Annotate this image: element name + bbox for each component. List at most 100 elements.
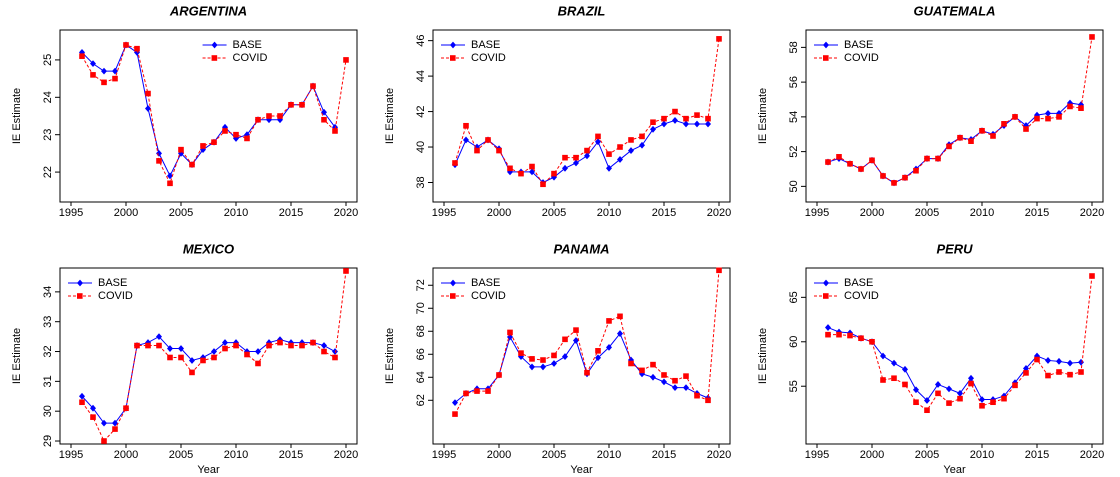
marker (825, 324, 831, 331)
marker (562, 164, 568, 172)
marker (562, 154, 568, 161)
marker (891, 375, 897, 382)
marker (222, 128, 228, 134)
x-tick-label: 1995 (59, 207, 83, 219)
marker (595, 133, 601, 140)
marker (935, 381, 941, 388)
marker (825, 331, 831, 338)
x-axis-label: Year (943, 464, 966, 476)
y-tick-label: 23 (42, 129, 54, 141)
marker (145, 90, 151, 97)
marker (672, 108, 678, 115)
marker (836, 154, 842, 160)
x-tick-label: 2015 (1025, 207, 1049, 219)
marker (496, 147, 502, 154)
marker (156, 333, 162, 341)
x-axis-label: Year (570, 464, 593, 476)
marker (112, 75, 118, 82)
marker (244, 131, 250, 139)
x-tick-label: 2005 (915, 207, 939, 219)
legend-label: COVID (844, 52, 879, 64)
legend-label: BASE (233, 39, 262, 51)
x-tick-label: 2015 (1025, 449, 1049, 461)
marker (507, 329, 513, 336)
marker (836, 331, 842, 338)
marker (968, 374, 974, 382)
marker (156, 342, 162, 349)
y-axis-label: IE Estimate (11, 88, 23, 144)
marker (683, 115, 689, 122)
marker (1023, 126, 1029, 132)
x-tick-label: 2010 (970, 207, 994, 219)
chart-title: BRAZIL (558, 3, 606, 18)
marker (990, 133, 996, 139)
y-tick-label: 40 (415, 141, 427, 153)
x-tick-label: 2020 (334, 207, 358, 219)
marker (277, 339, 283, 346)
x-tick-label: 2015 (279, 207, 303, 219)
chart-title: PANAMA (553, 241, 609, 256)
marker (452, 160, 458, 166)
y-tick-label: 42 (415, 105, 427, 117)
marker (946, 400, 952, 406)
marker (156, 158, 162, 164)
marker (606, 164, 612, 172)
y-tick-label: 34 (42, 286, 54, 298)
legend-label: BASE (471, 277, 500, 289)
marker (321, 348, 327, 355)
marker (507, 165, 513, 172)
marker (79, 392, 85, 400)
x-tick-label: 2000 (487, 449, 511, 461)
marker (551, 360, 557, 367)
marker (529, 168, 535, 176)
marker (1078, 105, 1084, 111)
plot-frame (805, 29, 1104, 203)
marker (650, 119, 656, 126)
marker (990, 399, 996, 406)
marker (123, 42, 129, 48)
marker (716, 267, 722, 274)
x-tick-label: 1995 (432, 207, 456, 219)
marker (233, 342, 239, 349)
marker (1078, 369, 1084, 375)
x-tick-label: 2020 (707, 449, 731, 461)
y-tick-label: 56 (788, 76, 800, 88)
marker (705, 397, 711, 404)
x-tick-label: 2020 (707, 207, 731, 219)
y-tick-label: 52 (788, 145, 800, 157)
legend-marker (450, 293, 456, 299)
marker (211, 139, 217, 145)
legend-label: BASE (98, 277, 127, 289)
y-tick-label: 22 (42, 166, 54, 178)
marker (452, 399, 458, 406)
marker (891, 180, 897, 186)
y-axis-label: IE Estimate (757, 88, 769, 144)
marker (957, 389, 963, 397)
y-tick-label: 62 (415, 394, 427, 406)
legend-label: BASE (844, 39, 873, 51)
marker (573, 159, 579, 167)
legend-marker (450, 55, 456, 61)
y-tick-label: 68 (415, 325, 427, 337)
marker (90, 414, 96, 420)
y-tick-label: 60 (788, 336, 800, 348)
marker (463, 390, 469, 397)
marker (1045, 109, 1051, 117)
marker (880, 377, 886, 383)
marker (299, 101, 305, 108)
marker (112, 67, 118, 75)
y-tick-label: 66 (415, 348, 427, 360)
marker (79, 399, 85, 406)
marker (134, 342, 140, 349)
marker (145, 105, 151, 112)
marker (847, 160, 853, 167)
plot-frame (432, 267, 731, 445)
series-line (454, 119, 708, 184)
x-tick-label: 1995 (59, 449, 83, 461)
marker (672, 384, 678, 392)
marker (672, 377, 678, 384)
legend-marker (77, 293, 83, 299)
marker (562, 336, 568, 343)
marker (518, 350, 524, 356)
marker (200, 357, 206, 364)
